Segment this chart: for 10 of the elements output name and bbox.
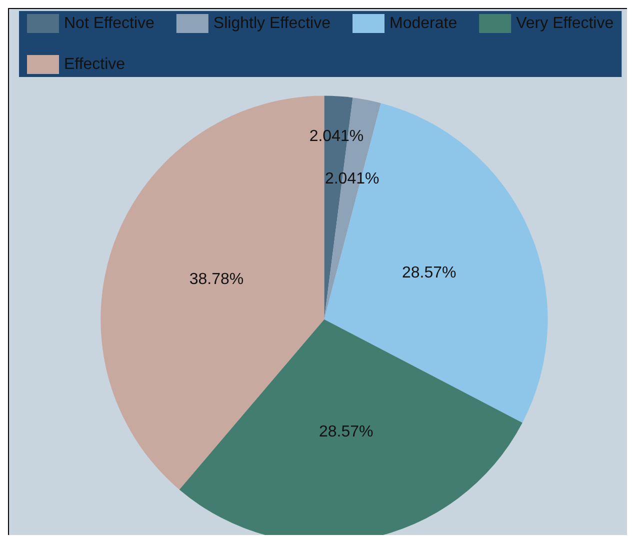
legend-label: Very Effective <box>516 15 614 32</box>
legend-label: Effective <box>64 56 126 73</box>
legend-label: Slightly Effective <box>213 15 331 32</box>
legend-label: Not Effective <box>64 15 155 32</box>
data-label: 2.041% <box>309 128 364 146</box>
data-label: 28.57% <box>319 423 374 440</box>
data-label: 28.57% <box>402 264 456 282</box>
legend-label: Moderate <box>390 15 458 32</box>
data-label: 2.041% <box>324 170 380 188</box>
data-label: 38.78% <box>189 271 244 288</box>
